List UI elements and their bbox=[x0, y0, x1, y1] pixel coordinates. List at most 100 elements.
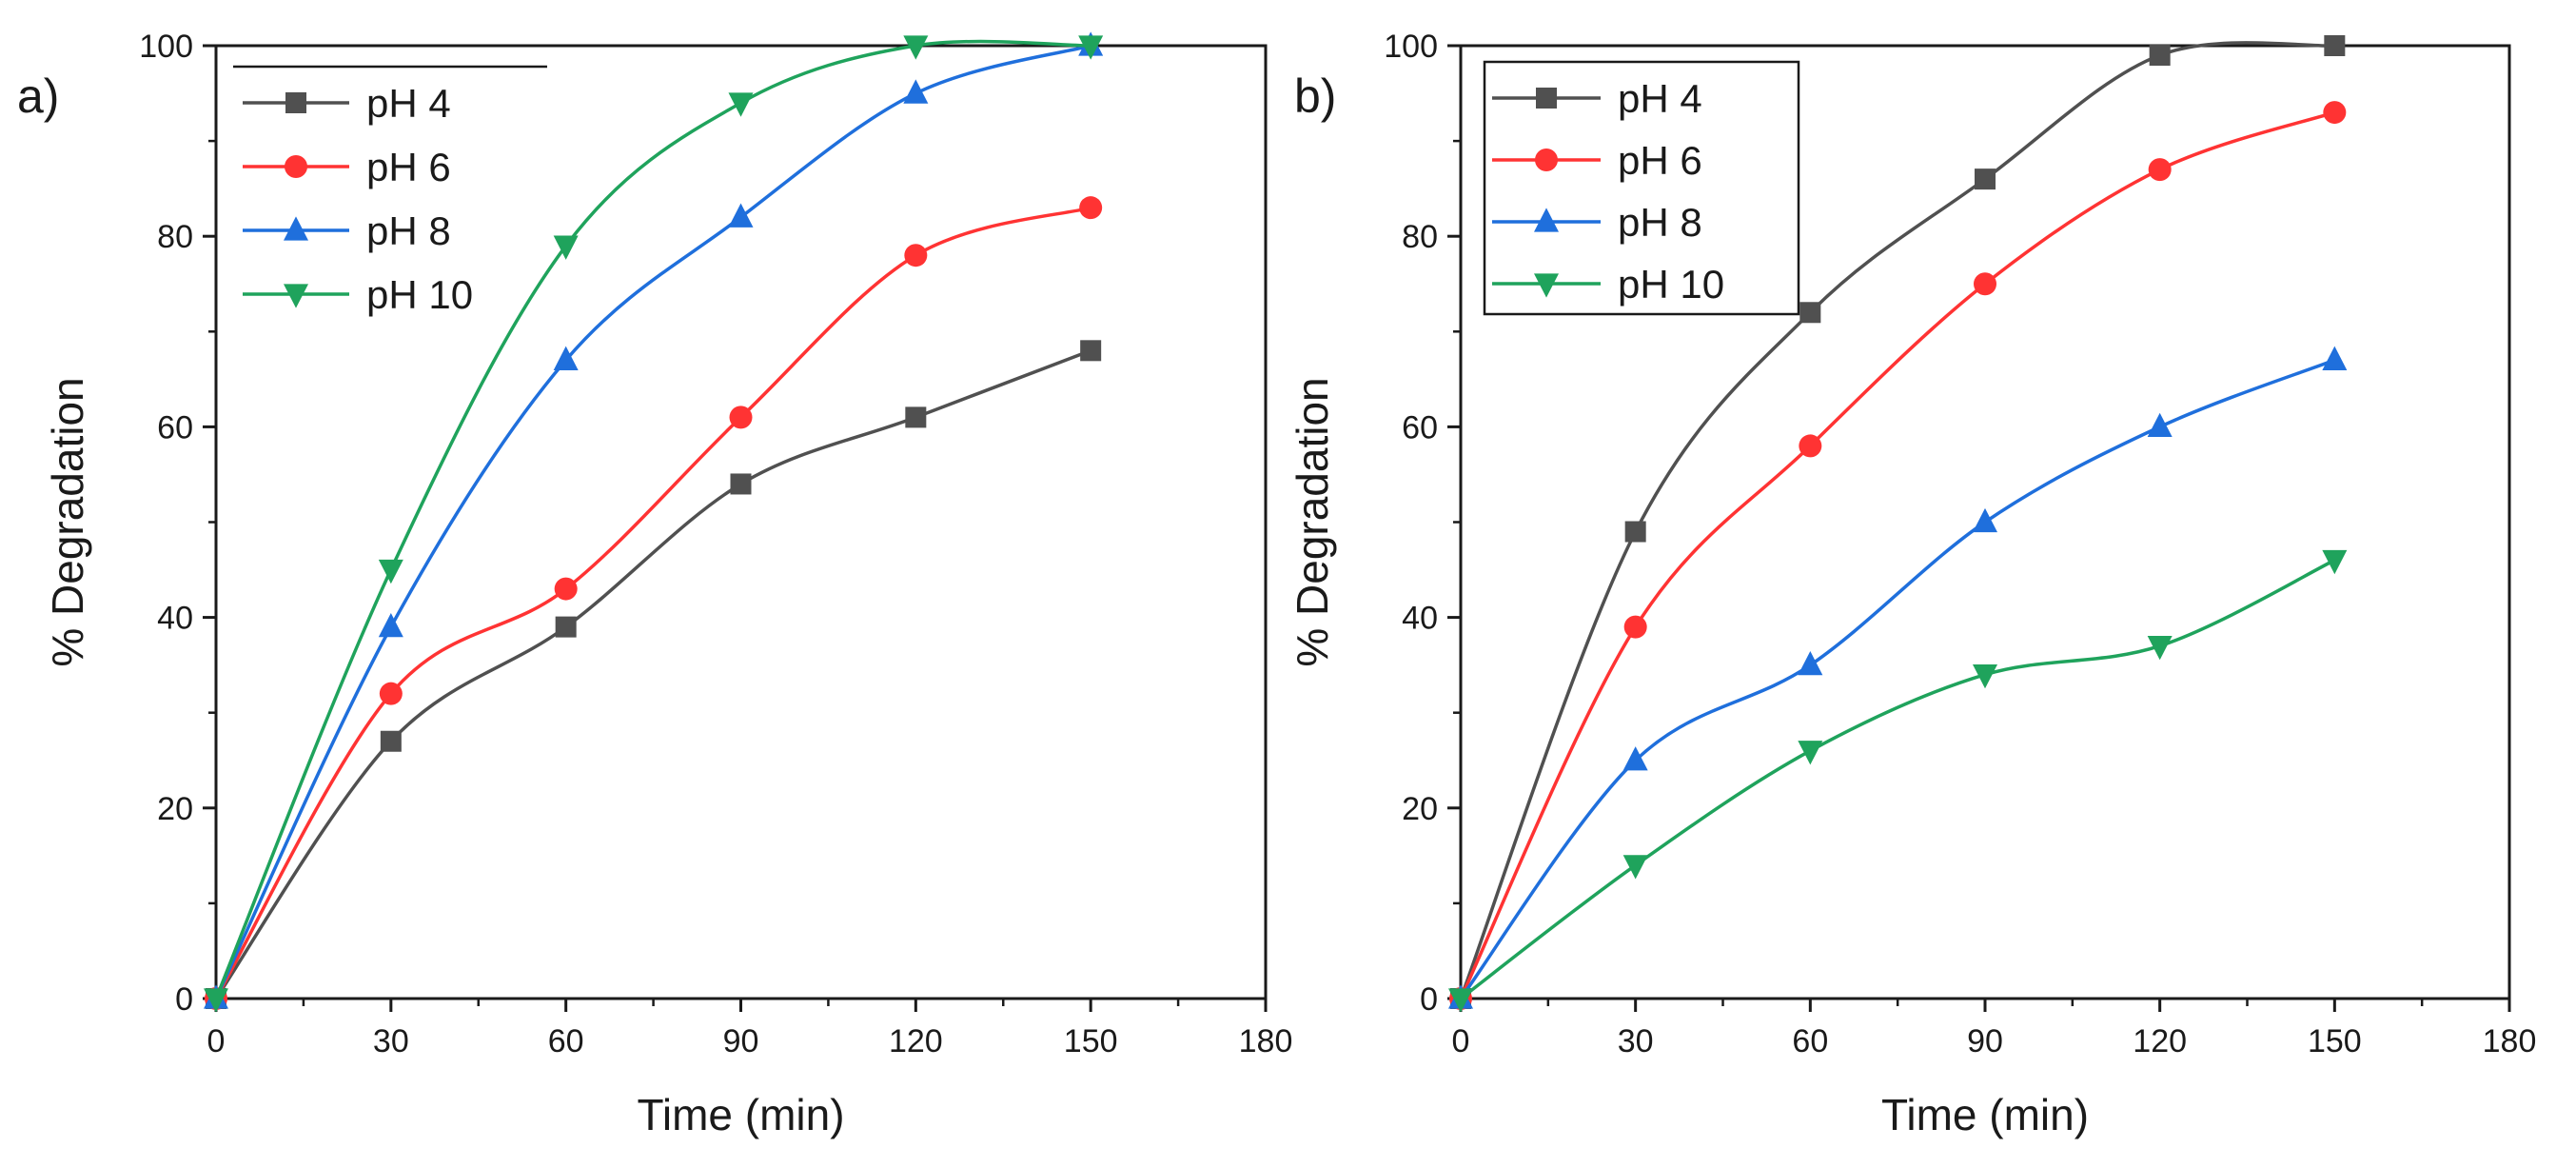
data-point bbox=[1624, 521, 1646, 543]
series-line bbox=[214, 206, 1091, 1000]
data-point bbox=[1622, 746, 1648, 771]
legend-marker bbox=[1534, 208, 1559, 232]
x-tick-label: 150 bbox=[2308, 1023, 2362, 1059]
y-axis-title: % Degradation bbox=[43, 377, 92, 666]
series-ph-6 bbox=[205, 196, 1103, 1010]
legend-label: pH 4 bbox=[1618, 76, 1702, 121]
data-point bbox=[1798, 651, 1823, 676]
data-point bbox=[1799, 302, 1821, 324]
series-line bbox=[214, 39, 1091, 1000]
legend-label: pH 8 bbox=[1618, 200, 1702, 245]
legend-label: pH 6 bbox=[366, 145, 451, 189]
legend-label: pH 4 bbox=[366, 81, 451, 126]
y-tick-label: 80 bbox=[157, 219, 193, 255]
legend-marker bbox=[285, 155, 307, 178]
data-point bbox=[379, 682, 403, 705]
y-tick-label: 100 bbox=[1384, 29, 1438, 65]
data-point bbox=[1080, 340, 1102, 362]
data-point bbox=[553, 346, 579, 370]
series-ph-8 bbox=[204, 31, 1104, 1009]
series-line bbox=[214, 44, 1091, 1000]
series-line bbox=[1459, 558, 2336, 1000]
data-point bbox=[1448, 988, 1473, 1013]
legend-marker bbox=[1534, 273, 1559, 298]
legend-marker bbox=[1535, 148, 1558, 171]
data-point bbox=[1974, 272, 1996, 296]
data-point bbox=[2324, 35, 2346, 56]
legend-marker bbox=[284, 216, 308, 241]
panel-label: b) bbox=[1294, 69, 1336, 123]
legend-marker bbox=[284, 284, 308, 308]
data-point bbox=[555, 616, 577, 638]
x-tick-label: 60 bbox=[548, 1023, 584, 1059]
data-point bbox=[2147, 412, 2173, 438]
data-point bbox=[2322, 346, 2348, 370]
data-point bbox=[1078, 35, 1104, 60]
data-point bbox=[730, 473, 752, 495]
y-tick-label: 60 bbox=[1402, 409, 1438, 445]
y-tick-label: 100 bbox=[139, 29, 193, 65]
data-point bbox=[378, 612, 403, 638]
data-point bbox=[728, 92, 754, 117]
chart-panel-a: 0 30 60 90 120 150 180 0 20 40 60 80 100 Time (min) % … bbox=[17, 29, 1292, 1139]
x-tick-label: 180 bbox=[2483, 1023, 2537, 1059]
legend-label: pH 8 bbox=[366, 208, 451, 253]
x-tick-label: 30 bbox=[373, 1023, 409, 1059]
legend: pH 4 pH 6 pH 8 pH 10 bbox=[1483, 60, 1800, 316]
y-axis-title: % Degradation bbox=[1288, 377, 1337, 666]
y-tick-label: 20 bbox=[1402, 791, 1438, 827]
data-point bbox=[553, 235, 579, 260]
data-point bbox=[904, 244, 928, 267]
x-axis-title: Time (min) bbox=[1881, 1090, 2089, 1139]
data-point bbox=[1079, 196, 1103, 220]
series-line bbox=[1459, 358, 2335, 1000]
data-point bbox=[1798, 741, 1823, 765]
x-tick-label: 0 bbox=[207, 1023, 226, 1059]
x-tick-label: 120 bbox=[889, 1023, 943, 1059]
data-point bbox=[204, 988, 228, 1013]
legend-label: pH 10 bbox=[1618, 262, 1724, 307]
data-point bbox=[1973, 507, 1997, 533]
legend-label: pH 10 bbox=[366, 272, 473, 317]
data-point bbox=[729, 406, 753, 429]
data-point bbox=[728, 203, 754, 228]
data-point bbox=[1973, 664, 1997, 689]
data-point bbox=[1799, 434, 1822, 458]
y-tick-label: 0 bbox=[175, 981, 193, 1018]
y-tick-label: 20 bbox=[157, 791, 193, 827]
data-point bbox=[903, 35, 929, 60]
x-tick-label: 90 bbox=[723, 1023, 759, 1059]
x-tick-label: 60 bbox=[1792, 1023, 1828, 1059]
y-tick-label: 40 bbox=[1402, 601, 1438, 637]
data-point bbox=[905, 406, 927, 428]
panel-label: a) bbox=[17, 69, 59, 123]
chart-panel-b: 0 30 60 90 120 150 180 0 20 40 60 80 100 Time (min) % … bbox=[1288, 29, 2536, 1139]
x-tick-label: 90 bbox=[1967, 1023, 2003, 1059]
data-point bbox=[2322, 549, 2348, 575]
x-tick-label: 0 bbox=[1452, 1023, 1470, 1059]
x-tick-label: 30 bbox=[1618, 1023, 1654, 1059]
series-ph-4 bbox=[206, 340, 1102, 1009]
x-axis-title: Time (min) bbox=[637, 1090, 844, 1139]
x-tick-label: 150 bbox=[1064, 1023, 1118, 1059]
data-point bbox=[380, 730, 402, 752]
x-tick-label: 120 bbox=[2133, 1023, 2187, 1059]
data-point bbox=[1975, 168, 1996, 190]
y-tick-label: 0 bbox=[1420, 981, 1438, 1018]
data-point bbox=[378, 559, 403, 584]
series-ph-8 bbox=[1448, 346, 2348, 1009]
x-tick-label: 180 bbox=[1239, 1023, 1293, 1059]
data-point bbox=[1623, 615, 1647, 639]
y-tick-label: 40 bbox=[157, 601, 193, 637]
legend: pH 4 pH 6 pH 8 pH 10 bbox=[233, 65, 547, 317]
data-point bbox=[554, 577, 578, 601]
series-ph-10 bbox=[1448, 549, 2348, 1013]
series-ph-10 bbox=[204, 35, 1104, 1013]
data-point bbox=[1622, 855, 1648, 880]
legend-marker bbox=[1536, 88, 1557, 109]
data-point bbox=[2147, 635, 2173, 661]
data-point bbox=[903, 79, 929, 104]
legend-label: pH 6 bbox=[1618, 138, 1702, 183]
legend-marker bbox=[285, 92, 306, 113]
